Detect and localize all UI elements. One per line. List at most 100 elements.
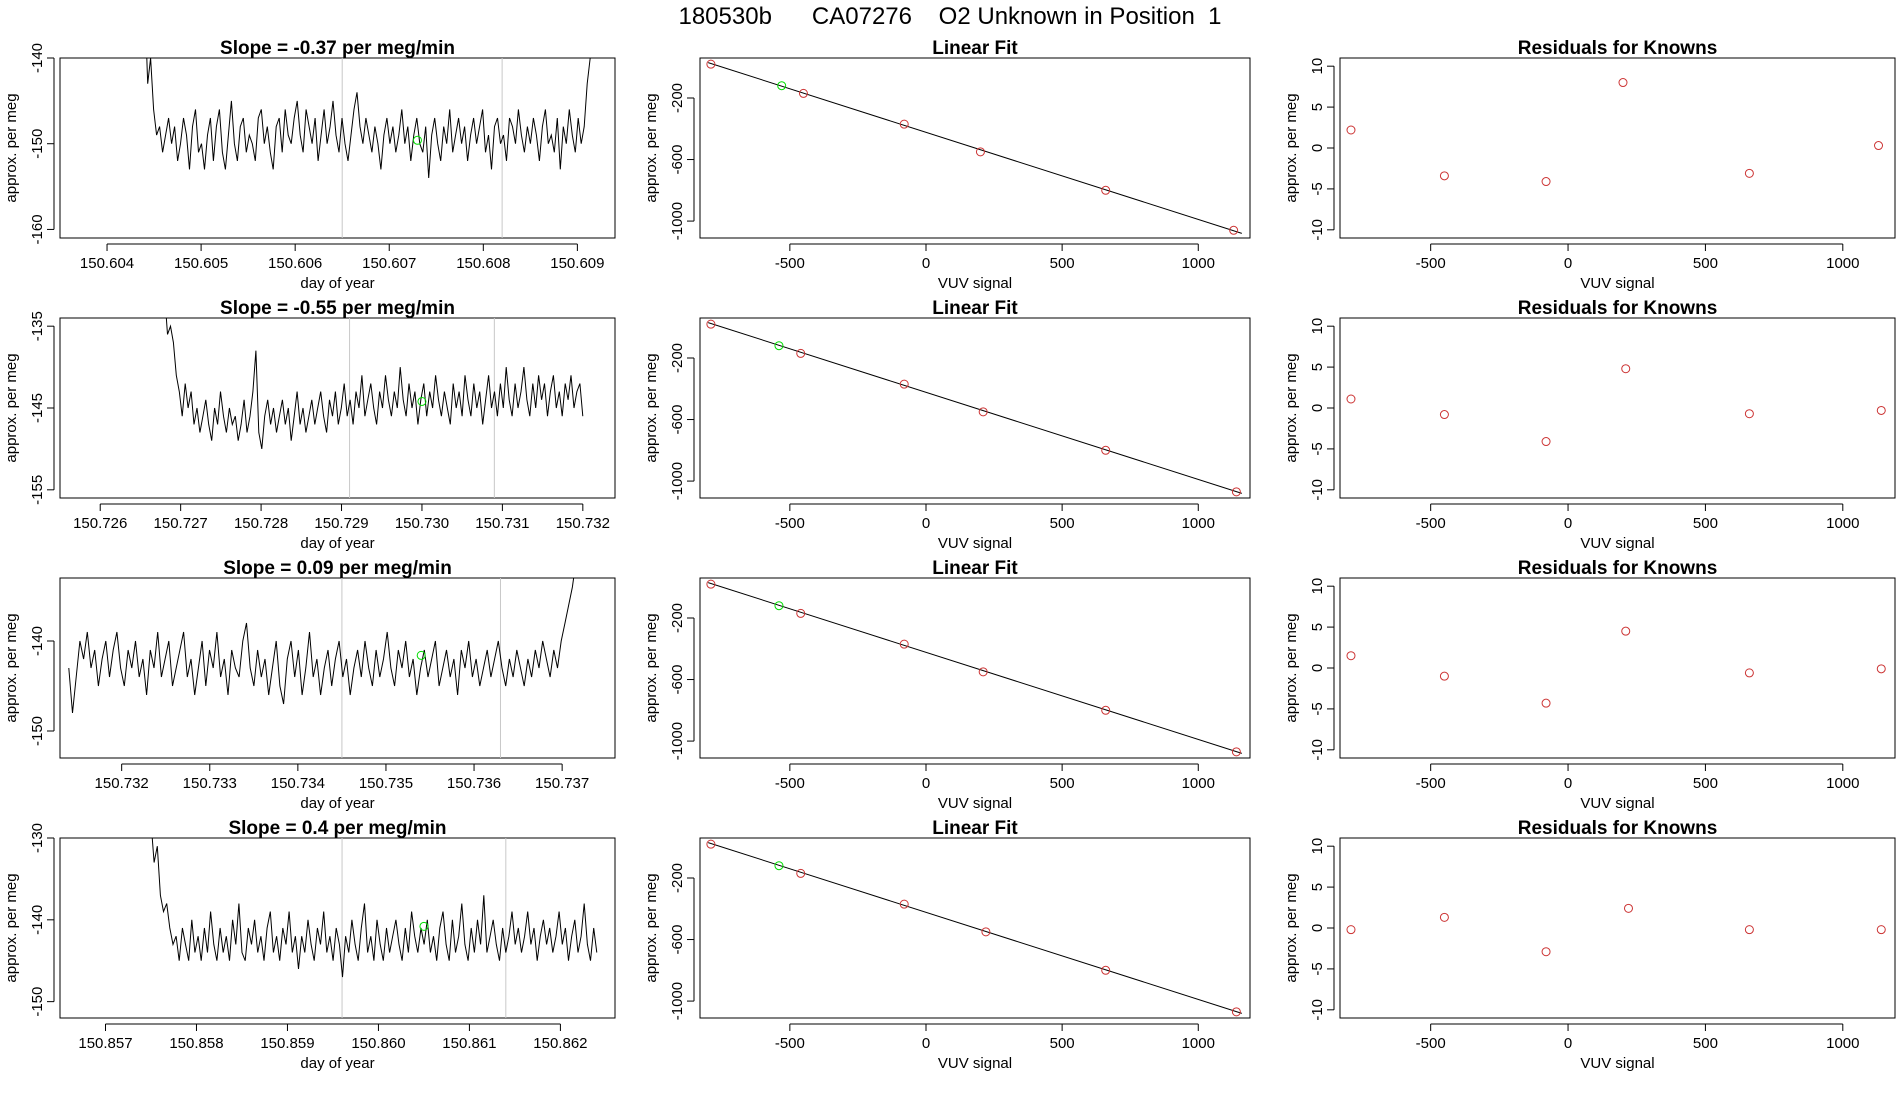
data-point <box>899 639 909 649</box>
y-tick-label: -600 <box>669 665 686 695</box>
fit-line <box>708 62 1242 234</box>
data-point <box>1874 141 1884 151</box>
series-line <box>68 578 575 714</box>
y-tick-label: -10 <box>1309 739 1326 761</box>
x-tick-label: 150.858 <box>169 1035 223 1052</box>
y-tick-label: -200 <box>669 343 686 373</box>
y-tick-label: -200 <box>669 83 686 113</box>
data-point <box>1541 177 1551 187</box>
x-tick-label: 1000 <box>1182 775 1215 792</box>
plot-frame <box>699 317 1251 499</box>
data-point <box>706 579 716 589</box>
data-point <box>706 59 716 69</box>
x-tick-label: -500 <box>1416 775 1446 792</box>
data-point <box>1439 410 1449 420</box>
y-tick-label: -200 <box>669 603 686 633</box>
fit-line <box>708 582 1242 754</box>
x-tick-label: 150.857 <box>78 1035 132 1052</box>
data-point <box>1541 437 1551 447</box>
y-tick-label: 0 <box>1309 404 1326 412</box>
y-tick-label: 10 <box>1309 318 1326 335</box>
panel-1-3: Residuals for Knowns -500 0 500 1000 -10 -5 0 5 1… <box>1283 38 1896 292</box>
y-tick-label: -130 <box>29 823 46 853</box>
panel-3-3: Residuals for Knowns -500 0 500 1000 -10 -5 0 5 1… <box>1283 558 1896 812</box>
panel-title: Residuals for Knowns <box>1518 818 1718 839</box>
y-tick-label: -10 <box>1309 479 1326 501</box>
x-tick-label: 150.728 <box>234 515 288 532</box>
panel-2-2: Linear Fit -500 0 500 1000 -1000 -600 -200 VUV s… <box>643 298 1251 552</box>
y-axis-label: approx. per meg <box>643 353 660 462</box>
series-line <box>165 318 584 449</box>
y-tick-label: -145 <box>29 393 46 423</box>
y-tick-label: -5 <box>1309 702 1326 715</box>
y-axis-label: approx. per meg <box>3 93 20 202</box>
x-tick-label: 150.731 <box>475 515 529 532</box>
y-tick-label: 5 <box>1309 883 1326 891</box>
data-point <box>1101 445 1111 455</box>
x-tick-label: 0 <box>1564 255 1572 272</box>
data-point <box>1231 747 1241 757</box>
x-tick-label: 0 <box>1564 515 1572 532</box>
x-tick-label: 0 <box>922 1035 930 1052</box>
data-point <box>1744 168 1754 178</box>
plot-region <box>146 58 591 179</box>
data-point <box>1439 671 1449 681</box>
data-point <box>975 147 985 157</box>
plot-frame <box>699 837 1251 1019</box>
x-axis-label: day of year <box>300 1055 374 1072</box>
plot-region <box>1346 78 1884 187</box>
x-tick-label: 150.607 <box>362 255 416 272</box>
y-tick-label: -150 <box>29 716 46 746</box>
y-tick-label: -10 <box>1309 999 1326 1021</box>
highlight-point <box>419 921 429 931</box>
plot-frame <box>1339 837 1896 1019</box>
y-axis-label: approx. per meg <box>643 873 660 982</box>
panel-title: Linear Fit <box>932 298 1018 319</box>
x-tick-label: 150.860 <box>351 1035 405 1052</box>
panel-2-3: Residuals for Knowns -500 0 500 1000 -10 -5 0 5 1… <box>1283 298 1896 552</box>
x-tick-label: 500 <box>1050 255 1075 272</box>
x-tick-label: -500 <box>1416 515 1446 532</box>
data-point <box>1229 225 1239 235</box>
y-axis-label: approx. per meg <box>1283 93 1300 202</box>
panel-4-1: Slope = 0.4 per meg/min 150.857 150.858 150… <box>3 818 616 1072</box>
y-tick-label: 0 <box>1309 664 1326 672</box>
y-tick-label: -200 <box>669 863 686 893</box>
y-tick-label: -1000 <box>669 202 686 240</box>
x-axis-label: VUV signal <box>1580 795 1654 812</box>
x-tick-label: 150.609 <box>550 255 604 272</box>
x-tick-label: 150.734 <box>271 775 325 792</box>
plot-region <box>1346 364 1886 447</box>
y-tick-label: -135 <box>29 311 46 341</box>
x-tick-label: 150.608 <box>456 255 510 272</box>
x-tick-label: 1000 <box>1826 255 1859 272</box>
data-point <box>1541 698 1551 708</box>
data-point <box>899 119 909 129</box>
panel-4-3: Residuals for Knowns -500 0 500 1000 -10 -5 0 5 1… <box>1283 818 1896 1072</box>
data-point <box>796 608 806 618</box>
x-tick-label: 1000 <box>1826 775 1859 792</box>
plot-region <box>706 59 1242 235</box>
panel-title: Slope = 0.09 per meg/min <box>223 558 452 579</box>
x-tick-label: 150.737 <box>535 775 589 792</box>
x-tick-label: 150.729 <box>314 515 368 532</box>
x-tick-label: 150.736 <box>447 775 501 792</box>
data-point <box>1231 487 1241 497</box>
y-tick-label: 0 <box>1309 924 1326 932</box>
x-tick-label: 150.727 <box>154 515 208 532</box>
data-point <box>796 348 806 358</box>
data-point <box>1623 903 1633 913</box>
plot-frame <box>1339 317 1896 499</box>
panel-title: Slope = -0.37 per meg/min <box>220 38 455 59</box>
x-axis-label: day of year <box>300 275 374 292</box>
data-point <box>981 927 991 937</box>
y-tick-label: -600 <box>669 145 686 175</box>
series-line <box>146 58 591 179</box>
plot-frame <box>699 577 1251 759</box>
x-tick-label: 150.604 <box>80 255 134 272</box>
data-point <box>1621 364 1631 374</box>
panel-title: Slope = 0.4 per meg/min <box>228 818 446 839</box>
x-tick-label: 150.859 <box>260 1035 314 1052</box>
